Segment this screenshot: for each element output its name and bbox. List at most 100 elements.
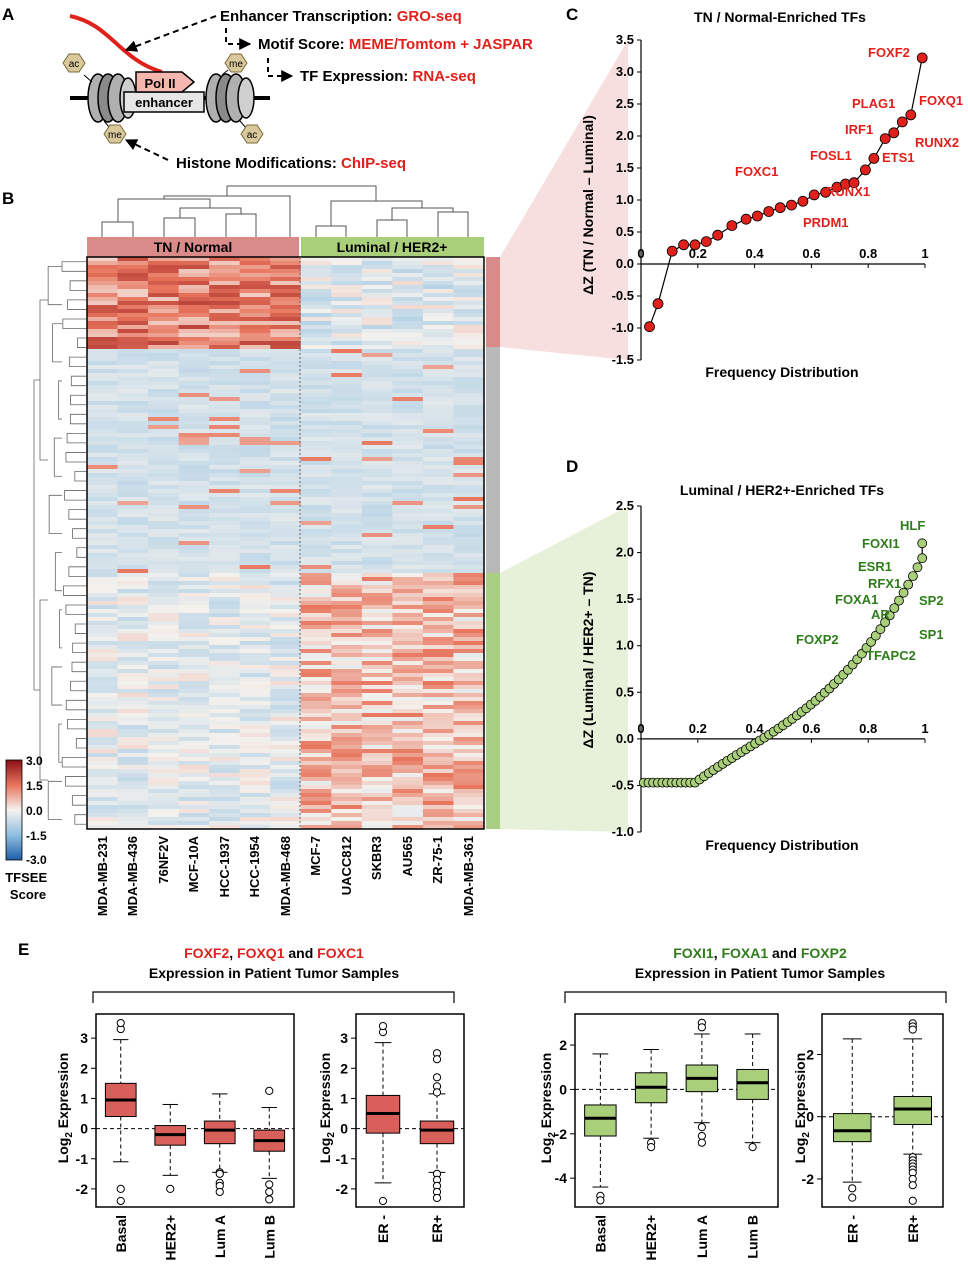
- heatmap-cell: [392, 597, 424, 602]
- heatmap-cell: [209, 309, 241, 314]
- heatmap-cell: [117, 369, 149, 374]
- heatmap-cell: [422, 565, 454, 570]
- heatmap-cell: [270, 473, 302, 478]
- heatmap-cell: [361, 801, 393, 806]
- heatmap-cell: [453, 697, 485, 702]
- heatmap-cell: [209, 681, 241, 686]
- heatmap-cell: [300, 601, 332, 606]
- heatmap-cell: [422, 813, 454, 818]
- heatmap-cell: [87, 353, 118, 358]
- arrow-tf-expression: [267, 58, 294, 82]
- heatmap-cell: [148, 637, 180, 642]
- heatmap-cell: [422, 689, 454, 694]
- heatmap-cell: [300, 273, 332, 278]
- heatmap-cell: [239, 617, 271, 622]
- heatmap-cell: [239, 445, 271, 450]
- heatmap-cell: [87, 449, 118, 454]
- heatmap-cell: [331, 637, 363, 642]
- heatmap-cell: [239, 785, 271, 790]
- heatmap-cell: [270, 385, 302, 390]
- heatmap-cell: [270, 405, 302, 410]
- heatmap-cell: [361, 785, 393, 790]
- heatmap-cell: [209, 777, 241, 782]
- heatmap-cell: [117, 705, 149, 710]
- heatmap-cell: [87, 289, 118, 294]
- heatmap-cell: [148, 525, 180, 530]
- heatmap-cell: [270, 477, 302, 482]
- heatmap-cell: [209, 533, 241, 538]
- heatmap-cell: [239, 769, 271, 774]
- heatmap-cell: [331, 701, 363, 706]
- y-tick-label: 0.0: [616, 256, 634, 271]
- heatmap-cell: [422, 353, 454, 358]
- x-tick-label: 0.8: [859, 246, 877, 261]
- heatmap-cell: [87, 625, 118, 630]
- heatmap-cell: [117, 297, 149, 302]
- heatmap-cell: [148, 481, 180, 486]
- heatmap-cell: [300, 693, 332, 698]
- heatmap-cell: [392, 577, 424, 582]
- heatmap-cell: [117, 697, 149, 702]
- heatmap-cell: [300, 813, 332, 818]
- heatmap-cell: [422, 645, 454, 650]
- heatmap-cell: [148, 553, 180, 558]
- heatmap-cell: [148, 801, 180, 806]
- heatmap-cell: [178, 393, 210, 398]
- group-bar-tn: [87, 237, 299, 257]
- heatmap-cell: [148, 501, 180, 506]
- heatmap-cell: [453, 733, 485, 738]
- heatmap-cell: [422, 681, 454, 686]
- heatmap-cell: [361, 777, 393, 782]
- gene-label: FOXI1: [862, 536, 900, 551]
- heatmap-cell: [209, 813, 241, 818]
- category-label: ER -: [375, 1215, 391, 1243]
- heatmap-cell: [209, 437, 241, 442]
- heatmap-cell: [331, 353, 363, 358]
- heatmap-cell: [209, 577, 241, 582]
- heatmap-cell: [422, 761, 454, 766]
- heatmap-cell: [300, 469, 332, 474]
- heatmap-cell: [392, 561, 424, 566]
- heatmap-cell: [117, 693, 149, 698]
- heatmap-cell: [392, 697, 424, 702]
- data-point: [752, 210, 763, 222]
- panel-d-axes: 2.52.01.51.00.50.0-0.5-1.00 0.2 0.4 0.6 0.8 1: [612, 498, 929, 839]
- heatmap-cell: [209, 393, 241, 398]
- heatmap-cell: [392, 793, 424, 798]
- heatmap-cell: [239, 777, 271, 782]
- heatmap-cell: [239, 257, 271, 262]
- heatmap-cell: [331, 797, 363, 802]
- heatmap-cell: [239, 437, 271, 442]
- heatmap-cell: [361, 773, 393, 778]
- heatmap-cell: [422, 469, 454, 474]
- data-point: [726, 220, 738, 232]
- heatmap-cell: [209, 673, 241, 678]
- data-point: [905, 109, 917, 121]
- y-tick-label: -1.0: [612, 320, 634, 335]
- panel-e-right-bracket: [564, 991, 947, 1003]
- heatmap-cell: [270, 321, 302, 326]
- heatmap-cell: [392, 713, 424, 718]
- heatmap-cell: [209, 421, 241, 426]
- heatmap-cell: [361, 497, 393, 502]
- heatmap-cell: [178, 757, 210, 762]
- heatmap-cell: [453, 473, 485, 478]
- heatmap-cell: [178, 509, 210, 514]
- y-tick-label: -0.5: [612, 777, 634, 792]
- dendrogram-branch: [64, 490, 86, 501]
- heatmap-cell: [422, 713, 454, 718]
- svg-text:-3.0: -3.0: [26, 853, 47, 867]
- heatmap-cell: [239, 765, 271, 770]
- heatmap-cell: [148, 409, 180, 414]
- heatmap-cell: [331, 789, 363, 794]
- heatmap-cell: [148, 417, 180, 422]
- heatmap-cell: [270, 565, 302, 570]
- heatmap-cell: [117, 301, 149, 306]
- heatmap-cell: [270, 825, 302, 830]
- heatmap-cell: [331, 673, 363, 678]
- heatmap-cell: [209, 429, 241, 434]
- heatmap-cell: [87, 361, 118, 366]
- heatmap-cell: [178, 333, 210, 338]
- heatmap-cell: [361, 649, 393, 654]
- heatmap-cell: [392, 653, 424, 658]
